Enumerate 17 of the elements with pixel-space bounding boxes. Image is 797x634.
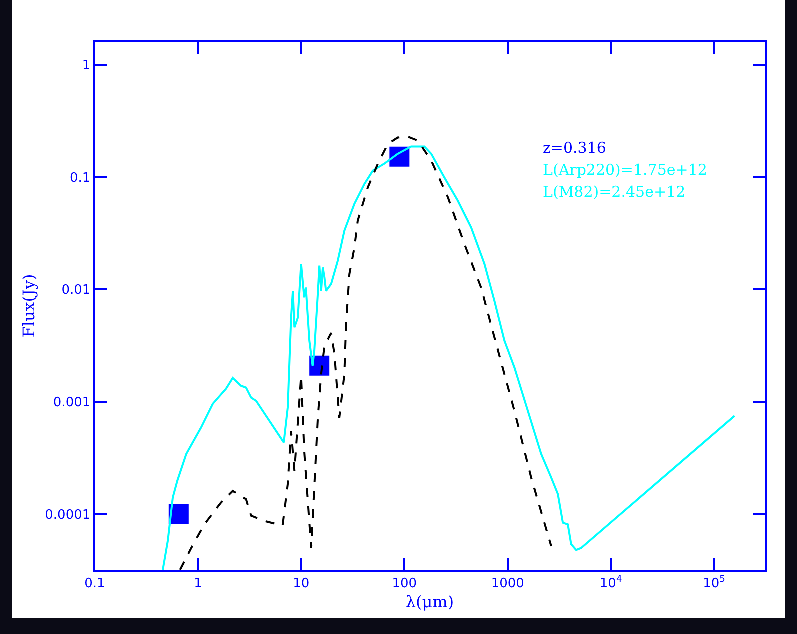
x-tick-label: 0.1 <box>84 576 106 592</box>
y-tick-label: 0.0001 <box>45 508 91 523</box>
x-tick-label: 100 <box>392 576 418 592</box>
y-tick-label: 0.1 <box>70 170 91 186</box>
x-tick-label: 10 <box>293 576 310 592</box>
x-tick-label: 10$^{4}$ <box>600 574 622 592</box>
y-axis-title: Flux(Jy) <box>20 274 39 338</box>
y-tick-label: 0.001 <box>53 396 91 411</box>
y-tick-label: 0.01 <box>62 283 91 298</box>
x-tick-label: 1000 <box>491 576 524 592</box>
annotation: z=0.316 <box>543 139 606 157</box>
y-tick-label: 1 <box>82 58 91 74</box>
x-tick-label: 1 <box>194 576 202 592</box>
annotation: L(Arp220)=1.75e+12 <box>543 161 708 179</box>
x-tick-label: 10$^{5}$ <box>703 574 726 592</box>
x-axis-title: λ(μm) <box>406 592 454 612</box>
annotation: L(M82)=2.45e+12 <box>543 183 686 201</box>
